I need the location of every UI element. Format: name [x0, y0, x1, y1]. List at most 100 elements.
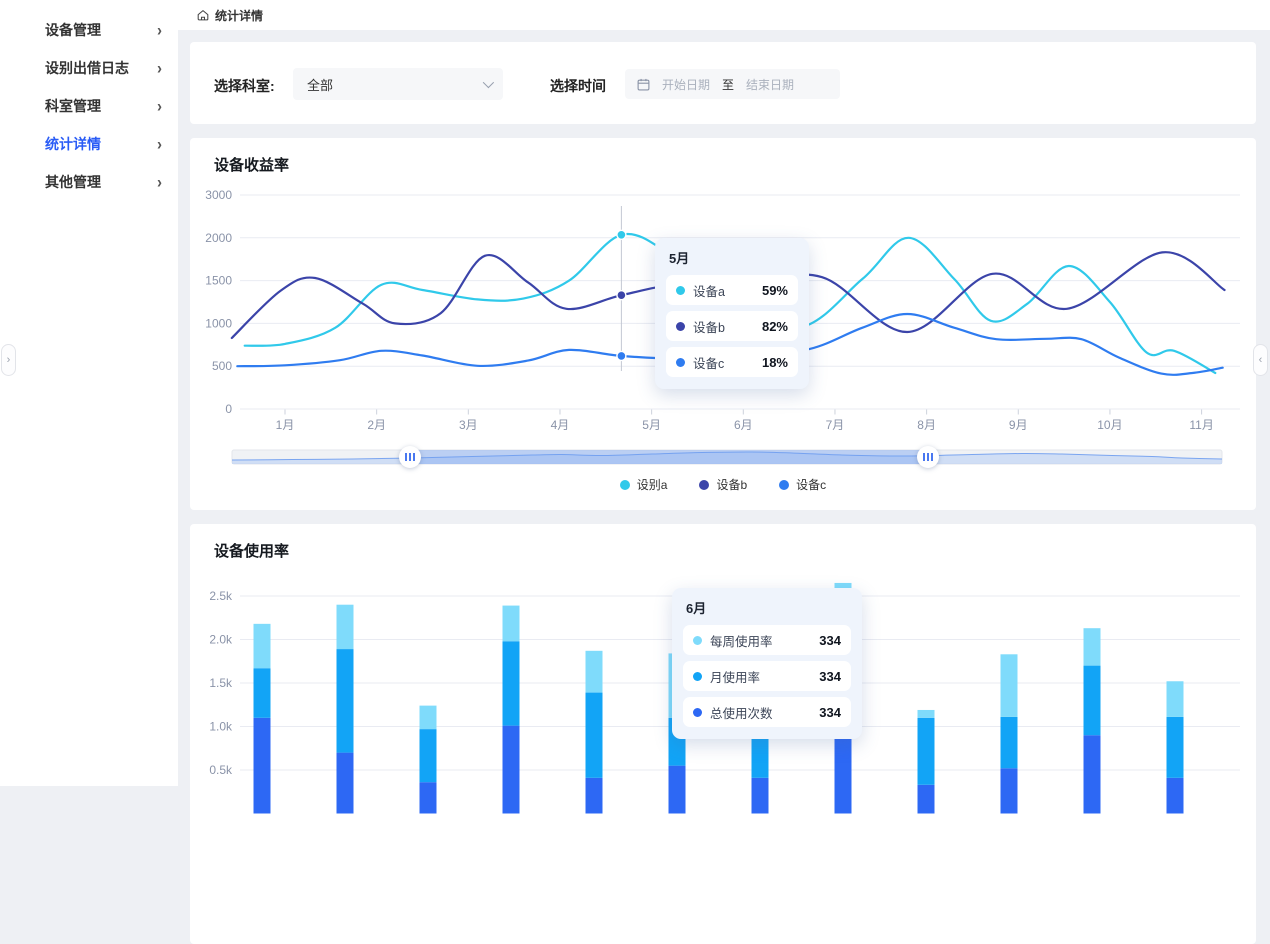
legend-dot-icon: [699, 479, 710, 490]
bar-segment-每周使用率: [585, 650, 603, 693]
datazoom-left-handle[interactable]: [399, 446, 421, 468]
calendar-icon: [637, 78, 650, 90]
x-axis-label: 1月: [276, 418, 295, 432]
tooltip-row: 总使用次数 334: [683, 697, 851, 727]
series-c-dot-icon: [676, 357, 685, 367]
time-filter-label: 选择时间: [550, 78, 606, 94]
sidebar-item-other-management[interactable]: 其他管理 ›: [0, 163, 178, 201]
x-axis-label: 4月: [551, 418, 570, 432]
sidebar-collapse-left-button[interactable]: ›: [1, 344, 16, 376]
series-line-设备b: [230, 251, 1226, 340]
pointer-dot: [616, 289, 627, 301]
tooltip-title: 5月: [669, 251, 690, 266]
pointer-dot: [616, 229, 627, 241]
x-axis-label: 5月: [642, 418, 661, 432]
bar-segment-月使用率: [336, 649, 354, 753]
tooltip-series-name: 月使用率: [710, 670, 761, 685]
tooltip-series-name: 设备b: [693, 320, 725, 335]
chevron-right-icon: ›: [157, 134, 162, 154]
y-axis-label: 1.5k: [209, 676, 233, 690]
y-axis-label: 0.5k: [209, 763, 233, 777]
sidebar: 设备管理 › 设别出借日志 › 科室管理 › 统计详情 › 其他管理 ›: [0, 0, 178, 786]
monthly-usage-dot-icon: [693, 671, 702, 681]
tooltip-series-name: 总使用次数: [710, 706, 773, 721]
sidebar-item-department-management[interactable]: 科室管理 ›: [0, 87, 178, 125]
sidebar-item-label: 科室管理: [45, 98, 101, 114]
bar-segment-每周使用率: [502, 605, 520, 642]
weekly-usage-dot-icon: [693, 635, 702, 645]
tooltip-row: 月使用率 334: [683, 661, 851, 691]
tooltip-series-name: 每周使用率: [710, 634, 773, 649]
chevron-down-icon: [482, 76, 495, 89]
department-select-value: 全部: [307, 77, 334, 93]
legend-label: 设备c: [796, 478, 827, 492]
tooltip-series-value: 334: [819, 632, 841, 648]
breadcrumb-label: 统计详情: [215, 8, 264, 23]
usage-chart-card: 设备使用率 2.5k 2.0k 1.5k 1.0k 0.5k 6月 每周使用率 334 …: [190, 524, 1256, 944]
bar-segment-每周使用率: [917, 709, 935, 718]
tooltip-row: 设备b 82%: [666, 311, 798, 341]
bar-segment-月使用率: [917, 717, 935, 785]
chevron-right-icon: ›: [157, 172, 162, 192]
y-axis-label: 2000: [205, 231, 232, 245]
bar-segment-总使用次数: [1083, 735, 1101, 814]
tooltip-series-name: 设备a: [693, 284, 725, 299]
start-date-input[interactable]: 开始日期: [662, 77, 711, 92]
bar-segment-总使用次数: [668, 765, 686, 814]
series-b-dot-icon: [676, 321, 685, 331]
tooltip-series-value: 59%: [761, 282, 788, 298]
bar-segment-总使用次数: [253, 717, 271, 814]
bar-segment-总使用次数: [502, 725, 520, 814]
bar-segment-每周使用率: [253, 623, 271, 669]
tooltip-title: 6月: [686, 601, 707, 616]
y-axis-label: 2.5k: [209, 589, 233, 603]
y-axis-label: 0: [225, 402, 232, 416]
filter-card: 选择科室: 全部 选择时间 开始日期 至 结束日期: [190, 42, 1256, 124]
x-axis-label: 6月: [734, 418, 753, 432]
tooltip-row: 每周使用率 334: [683, 625, 851, 655]
datazoom-minichart-line: [231, 451, 1223, 461]
department-select[interactable]: 全部: [293, 68, 503, 100]
revenue-chart-card: 设备收益率 3000 2000 1500 1000 500 0 1月 2月 3月 4月 5月 6月 7月…: [190, 138, 1256, 510]
legend-label: 设备b: [716, 478, 748, 492]
x-axis-label: 3月: [459, 418, 478, 432]
chevron-right-icon: ›: [157, 20, 162, 40]
revenue-chart-title: 设备收益率: [214, 157, 290, 174]
datazoom-selected-region[interactable]: [410, 450, 928, 464]
tooltip-series-name: 设备c: [693, 356, 725, 371]
revenue-line-chart: 3000 2000 1500 1000 500 0 1月 2月 3月 4月 5月 6月 7月 8月 9月 10…: [205, 188, 1240, 465]
line-chart-tooltip: 5月 设备a 59% 设备b 82% 设备c 18%: [655, 238, 809, 389]
bar-segment-总使用次数: [751, 777, 769, 814]
breadcrumb[interactable]: 统计详情: [196, 7, 263, 24]
tooltip-series-value: 82%: [761, 318, 788, 334]
bar-segment-月使用率: [1083, 665, 1101, 736]
panel-collapse-right-button[interactable]: ‹: [1253, 344, 1268, 376]
date-range-picker[interactable]: 开始日期 至 结束日期: [625, 69, 840, 99]
sidebar-item-equipment-management[interactable]: 设备管理 ›: [0, 11, 178, 49]
y-axis-label: 500: [212, 359, 232, 373]
legend-item-series-b[interactable]: 设备b: [699, 476, 747, 493]
bar-segment-总使用次数: [1000, 768, 1018, 814]
bar-segment-月使用率: [751, 726, 769, 778]
y-axis-label: 1000: [205, 316, 232, 330]
bar-segment-月使用率: [1166, 716, 1184, 778]
bar-segment-总使用次数: [1166, 777, 1184, 814]
sidebar-item-statistics-details[interactable]: 统计详情 ›: [0, 125, 178, 163]
sidebar-item-label: 其他管理: [45, 174, 101, 190]
topbar: 统计详情: [178, 0, 1270, 30]
x-axis-label: 8月: [917, 418, 936, 432]
bar-segment-月使用率: [585, 692, 603, 778]
y-axis-label: 3000: [205, 188, 232, 202]
end-date-input[interactable]: 结束日期: [746, 77, 795, 92]
x-axis-label: 7月: [826, 418, 845, 432]
legend-label: 设别a: [636, 478, 668, 492]
total-usage-dot-icon: [693, 707, 702, 717]
legend-item-series-c[interactable]: 设备c: [779, 476, 826, 493]
datazoom-right-handle[interactable]: [917, 446, 939, 468]
bar-chart-tooltip: 6月 每周使用率 334 月使用率 334 总使用次数 334: [672, 588, 862, 739]
date-to-label: 至: [722, 77, 735, 92]
bar-segment-月使用率: [253, 668, 271, 718]
legend-item-series-a[interactable]: 设别a: [619, 476, 668, 493]
sidebar-item-lending-log[interactable]: 设别出借日志 ›: [0, 49, 178, 87]
chevron-right-icon: ›: [157, 58, 162, 78]
